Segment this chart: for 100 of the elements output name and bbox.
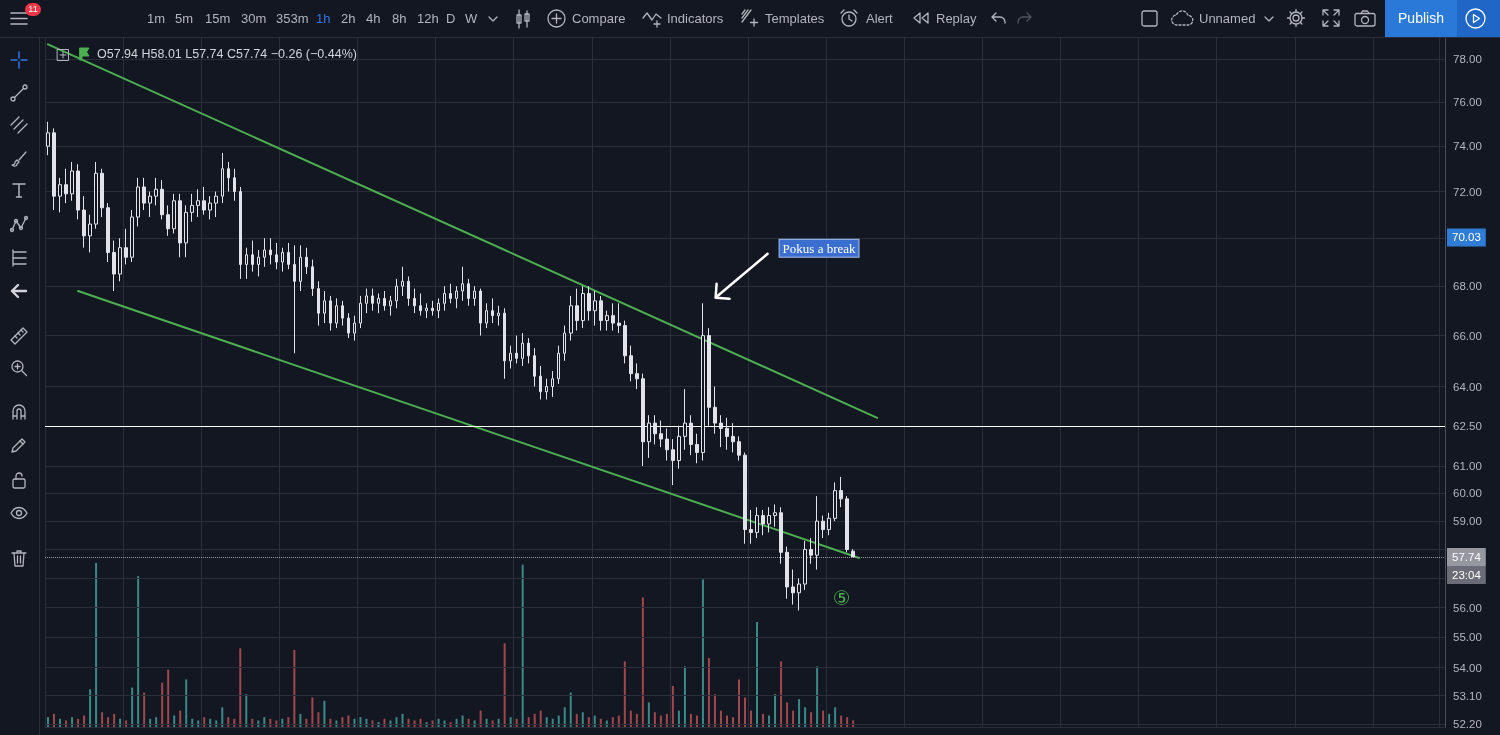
candlestick — [659, 419, 663, 448]
bar — [641, 597, 644, 727]
bar — [569, 692, 572, 727]
candlestick — [335, 297, 338, 329]
candlestick — [701, 302, 705, 462]
candlestick — [671, 438, 675, 486]
candlestick — [755, 506, 759, 539]
candlestick — [196, 188, 200, 218]
candlestick — [467, 278, 470, 307]
candlestick — [713, 386, 717, 435]
y-tick-label: 68.00 — [1453, 280, 1482, 293]
y-tick-label: 52.20 — [1453, 717, 1482, 730]
bar — [539, 710, 542, 727]
candlestick — [839, 476, 843, 508]
candlestick — [184, 204, 188, 258]
bar — [65, 720, 68, 727]
bar — [798, 699, 801, 727]
bar — [792, 710, 795, 727]
bar — [774, 694, 777, 727]
bar — [665, 713, 668, 727]
y-tick-label: 61.00 — [1453, 459, 1482, 472]
bar — [786, 702, 789, 727]
candlestick — [635, 362, 639, 390]
candlestick — [124, 228, 128, 265]
candlestick — [581, 285, 585, 329]
candlestick — [239, 186, 242, 280]
candlestick — [94, 161, 98, 230]
candlestick — [851, 548, 855, 558]
candlestick — [575, 288, 579, 332]
text: 4h — [366, 10, 381, 27]
y-tick-label: 74.00 — [1453, 140, 1482, 153]
candlestick — [88, 214, 92, 253]
candlestick — [100, 168, 104, 218]
candlestick — [269, 237, 272, 265]
ref-line-label: 57.74 — [1452, 550, 1482, 563]
candlestick — [563, 325, 566, 362]
annotation: 70.03 — [1452, 231, 1481, 244]
candlestick — [707, 327, 711, 427]
candlestick — [347, 312, 350, 339]
bar — [257, 720, 260, 727]
bar — [53, 713, 56, 727]
candlestick — [431, 300, 434, 317]
y-tick-label: 60.00 — [1453, 487, 1482, 500]
text: Replay — [936, 10, 977, 27]
candlestick — [587, 285, 591, 322]
candlestick — [515, 335, 518, 364]
candlestick — [413, 288, 416, 314]
bar — [533, 713, 536, 727]
candlestick — [503, 307, 506, 380]
candlestick — [214, 191, 218, 218]
text: Unnamed — [1199, 10, 1256, 27]
bar — [491, 720, 494, 727]
candlestick — [118, 237, 122, 282]
bar — [509, 717, 512, 727]
bar — [810, 712, 813, 727]
candlestick — [52, 127, 56, 211]
text: 30m — [241, 10, 267, 27]
candlestick — [407, 275, 410, 307]
candlestick — [833, 481, 837, 522]
candlestick — [136, 177, 140, 227]
candlestick — [371, 288, 374, 312]
candlestick — [749, 509, 753, 545]
bar — [287, 717, 290, 727]
candlestick — [641, 373, 645, 467]
candlestick — [491, 297, 494, 324]
bar — [299, 713, 302, 727]
y-tick-label: 53.10 — [1453, 689, 1482, 702]
bar — [677, 710, 680, 727]
text: 353m — [276, 10, 309, 27]
bar — [413, 720, 416, 727]
candlestick — [82, 195, 86, 249]
candlestick — [46, 121, 50, 156]
text: D — [446, 10, 456, 27]
candlestick — [497, 305, 500, 327]
candlestick — [251, 240, 254, 273]
candlestick — [695, 433, 699, 464]
candlestick — [545, 378, 548, 400]
bar — [245, 694, 248, 727]
bar — [744, 697, 746, 727]
bar — [323, 700, 326, 727]
text: Templates — [765, 10, 825, 27]
candlestick — [142, 177, 146, 211]
candlestick — [154, 177, 158, 206]
bar — [155, 717, 158, 727]
bar — [371, 720, 374, 727]
candlestick — [425, 302, 428, 319]
bar — [311, 697, 314, 727]
bar — [137, 576, 140, 727]
annotation: Pokus a break — [782, 240, 857, 256]
candlestick — [677, 425, 681, 470]
candlestick — [779, 506, 783, 565]
bar — [756, 622, 759, 727]
candlestick — [731, 422, 735, 453]
candlestick — [317, 280, 320, 327]
candlestick — [275, 242, 278, 270]
text: Compare — [572, 10, 626, 27]
candlestick — [166, 204, 170, 237]
candlestick — [341, 300, 344, 327]
bar — [179, 710, 182, 727]
y-tick-label: 59.00 — [1453, 515, 1482, 528]
